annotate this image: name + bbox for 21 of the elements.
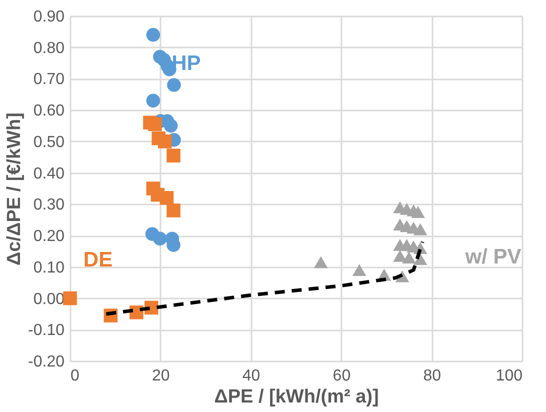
y-tick-label: 0.60 [33,102,65,120]
y-tick-label: 0.10 [33,259,65,276]
y-tick-label: 0.80 [33,40,65,57]
series-label: w/ PV [464,245,522,268]
y-tick-label: 0.70 [33,71,65,88]
x-tick-label: 60 [332,368,351,384]
y-tick-label: 0.50 [33,134,65,151]
y-tick-label: 0.40 [33,165,65,182]
y-tick-label: -0.10 [28,322,65,340]
y-axis-title: Δc/ΔPE / [€/kWh] [4,112,26,266]
x-tick-label: 20 [152,368,170,384]
x-tick-label: 100 [496,368,523,384]
x-axis-title: ΔPE / [kWh/(m² a)] [214,386,379,408]
x-tick-label: 80 [423,368,442,384]
y-tick-label: -0.20 [28,354,65,370]
series-label: DE [83,248,113,272]
y-tick-label: 0.90 [33,8,65,26]
x-tick-label: 40 [242,368,260,384]
y-tick-label: 0.30 [33,196,65,214]
x-tick-label: 0 [70,368,80,384]
y-tick-label: 0.20 [33,228,65,246]
